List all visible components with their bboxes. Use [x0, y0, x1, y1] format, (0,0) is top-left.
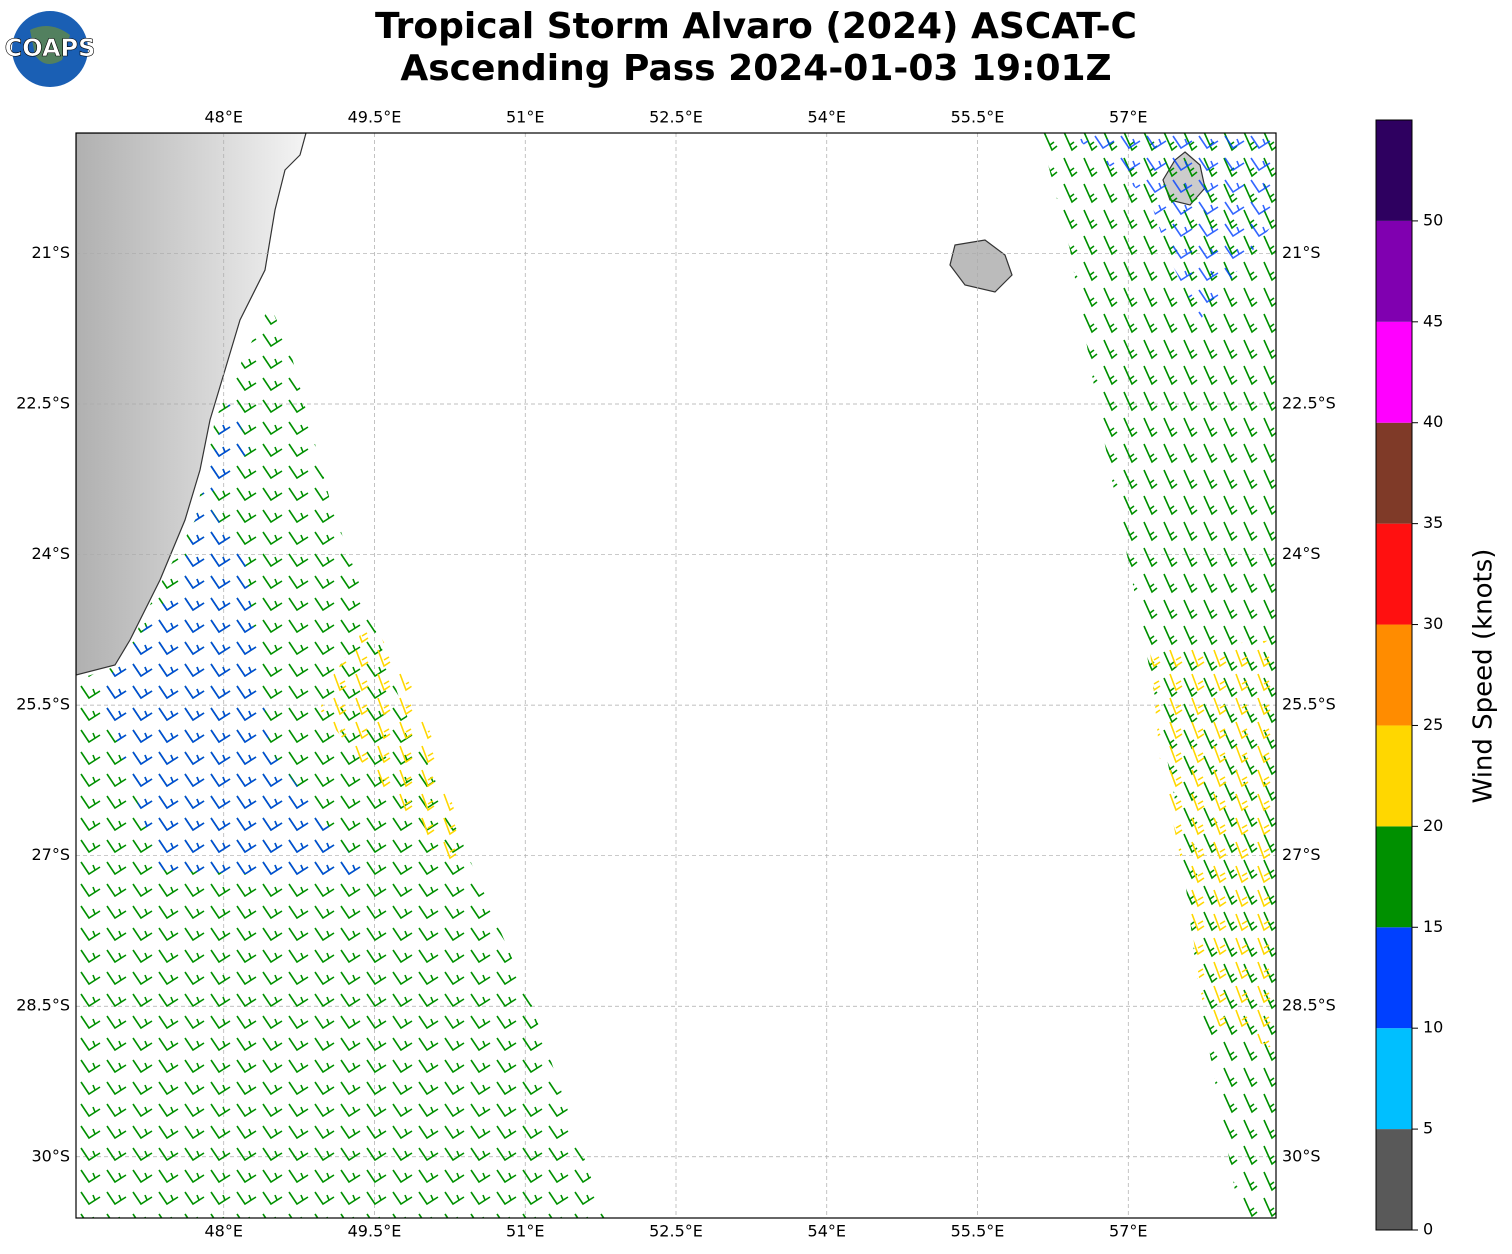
left-swath-blue: [100, 400, 370, 880]
y-tick-label: 27°S: [1282, 845, 1321, 864]
reunion: [949, 239, 1013, 293]
logo-text: COAPS: [5, 34, 96, 62]
colorbar-tick-label: 40: [1423, 412, 1443, 431]
y-tick-label: 21°S: [1282, 243, 1321, 262]
colorbar-tick-label: 5: [1423, 1119, 1433, 1138]
colorbar-frame: [1375, 119, 1413, 1231]
colorbar-bin: [1376, 725, 1412, 827]
x-tick-label: 51°E: [506, 108, 544, 127]
colorbar-tick-label: 50: [1423, 210, 1443, 229]
colorbar-bin: [1376, 220, 1412, 322]
left-swath-yellow: [320, 620, 470, 860]
colorbar-bin: [1376, 624, 1412, 726]
y-tick-label: 28.5°S: [1282, 996, 1336, 1015]
x-tick-label: 51°E: [506, 1222, 544, 1241]
x-tick-label: 54°E: [808, 108, 846, 127]
colorbar-bin: [1376, 826, 1412, 928]
x-tick-label: 48°E: [205, 108, 243, 127]
y-tick-label: 28.5°S: [16, 996, 70, 1015]
subtitle: Ascending Pass 2024-01-03 19:01Z: [400, 48, 1111, 89]
colorbar-tick-label: 30: [1423, 614, 1443, 633]
colorbar-tick-label: 25: [1423, 715, 1443, 734]
x-tick-label: 49.5°E: [348, 1222, 402, 1241]
x-tick-label: 54°E: [808, 1222, 846, 1241]
y-tick-label: 22.5°S: [1282, 393, 1336, 412]
colorbar-bin: [1376, 321, 1412, 423]
colorbar-label: Wind Speed (knots): [1469, 549, 1499, 804]
colorbar-bin: [1376, 927, 1412, 1029]
y-tick-label: 30°S: [31, 1146, 70, 1165]
right-swath-blue: [1070, 133, 1276, 320]
y-tick-label: 24°S: [31, 544, 70, 563]
y-tick-label: 27°S: [31, 845, 70, 864]
title: Tropical Storm Alvaro (2024) ASCAT-C: [375, 6, 1137, 47]
colorbar-tick-label: 10: [1423, 1018, 1443, 1037]
colorbar-tick-label: 0: [1423, 1220, 1433, 1239]
colorbar-bin: [1376, 523, 1412, 625]
x-tick-label: 57°E: [1109, 108, 1147, 127]
colorbar-tick-label: 35: [1423, 513, 1443, 532]
y-tick-label: 30°S: [1282, 1146, 1321, 1165]
map-area: [76, 133, 1276, 1218]
colorbar-bin: [1376, 1129, 1412, 1230]
x-tick-label: 52.5°E: [649, 108, 703, 127]
right-swath-yellow: [1150, 640, 1276, 1050]
y-tick-label: 22.5°S: [16, 393, 70, 412]
logo: COAPS: [4, 11, 96, 87]
y-tick-label: 25.5°S: [1282, 695, 1336, 714]
colorbar-tick-label: 15: [1423, 917, 1443, 936]
x-tick-label: 55.5°E: [951, 1222, 1005, 1241]
colorbar-bin: [1376, 1028, 1412, 1130]
x-tick-label: 55.5°E: [951, 108, 1005, 127]
colorbar-tick-label: 45: [1423, 311, 1443, 330]
map-frame: [75, 132, 1277, 1219]
y-tick-label: 25.5°S: [16, 695, 70, 714]
colorbar-bin: [1376, 120, 1412, 221]
colorbar-bin: [1376, 422, 1412, 524]
colorbar-tick-label: 20: [1423, 816, 1443, 835]
y-tick-label: 24°S: [1282, 544, 1321, 563]
x-tick-label: 57°E: [1109, 1222, 1147, 1241]
x-tick-label: 52.5°E: [649, 1222, 703, 1241]
x-tick-label: 49.5°E: [348, 108, 402, 127]
y-tick-label: 21°S: [31, 243, 70, 262]
x-tick-label: 48°E: [205, 1222, 243, 1241]
